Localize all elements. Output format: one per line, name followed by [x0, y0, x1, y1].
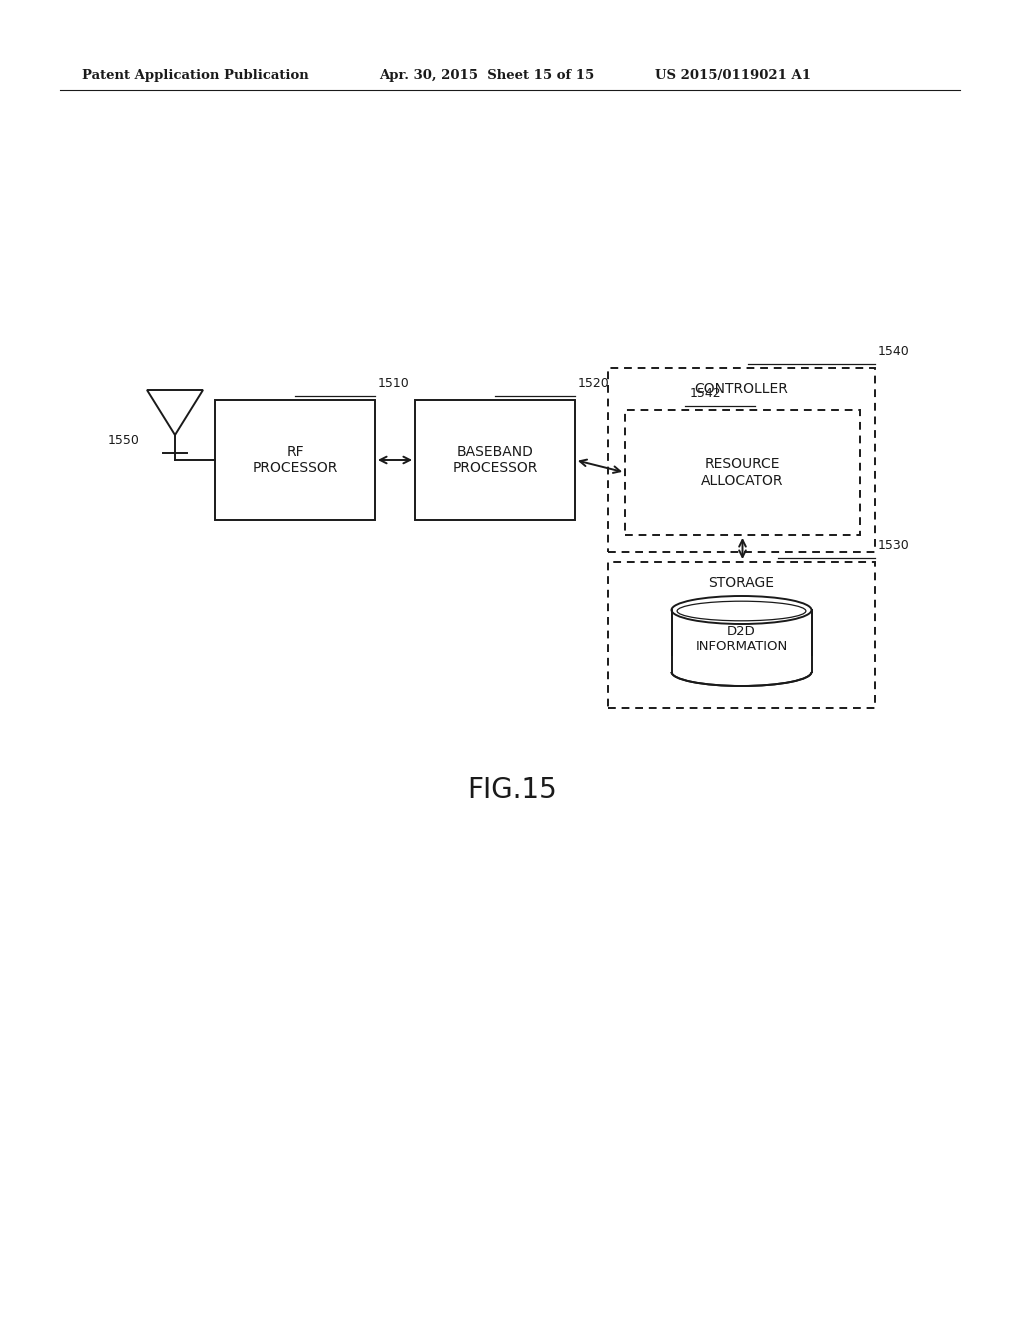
- Text: 1510: 1510: [378, 378, 410, 389]
- Text: 1520: 1520: [578, 378, 609, 389]
- Bar: [608, 562, 874, 708]
- Text: STORAGE: STORAGE: [709, 576, 774, 590]
- Bar: [670, 656, 813, 672]
- Text: D2D
INFORMATION: D2D INFORMATION: [695, 624, 787, 653]
- Bar: [215, 400, 375, 520]
- Text: 1542: 1542: [690, 387, 722, 400]
- Text: RF
PROCESSOR: RF PROCESSOR: [252, 445, 338, 475]
- Text: RESOURCE
ALLOCATOR: RESOURCE ALLOCATOR: [701, 458, 783, 487]
- Text: Patent Application Publication: Patent Application Publication: [82, 69, 308, 82]
- Text: FIG.15: FIG.15: [467, 776, 557, 804]
- Text: 1530: 1530: [878, 539, 909, 552]
- Text: CONTROLLER: CONTROLLER: [694, 381, 788, 396]
- Text: 1550: 1550: [109, 433, 140, 446]
- Bar: [672, 610, 811, 672]
- Text: 1540: 1540: [878, 345, 909, 358]
- Text: US 2015/0119021 A1: US 2015/0119021 A1: [655, 69, 811, 82]
- Ellipse shape: [672, 597, 811, 624]
- Text: BASEBAND
PROCESSOR: BASEBAND PROCESSOR: [453, 445, 538, 475]
- Text: Apr. 30, 2015  Sheet 15 of 15: Apr. 30, 2015 Sheet 15 of 15: [379, 69, 594, 82]
- Bar: [415, 400, 575, 520]
- Bar: [625, 411, 860, 535]
- Bar: [608, 368, 874, 552]
- Ellipse shape: [672, 657, 811, 686]
